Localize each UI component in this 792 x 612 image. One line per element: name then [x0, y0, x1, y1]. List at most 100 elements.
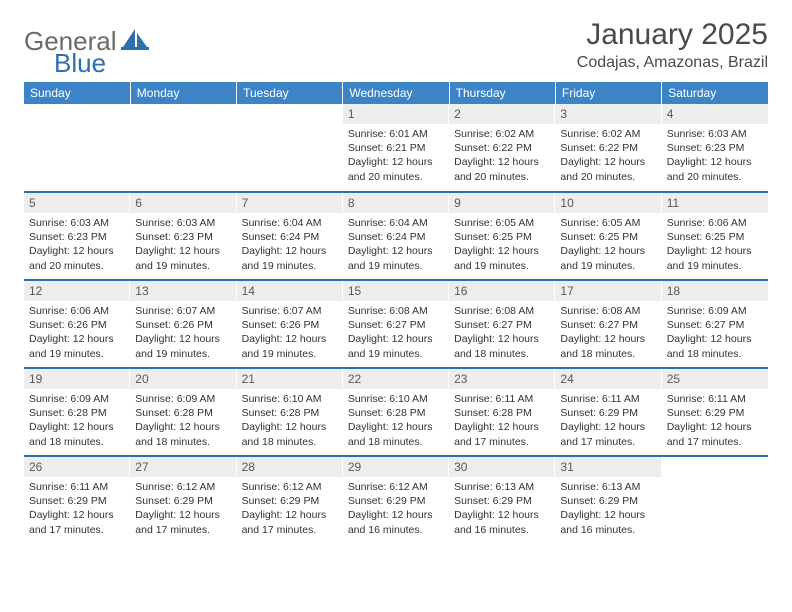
day-details: Sunrise: 6:07 AMSunset: 6:26 PMDaylight:…: [237, 301, 343, 366]
calendar-table: Sunday Monday Tuesday Wednesday Thursday…: [24, 82, 768, 544]
day-details: Sunrise: 6:11 AMSunset: 6:29 PMDaylight:…: [24, 477, 130, 542]
day-details: Sunrise: 6:12 AMSunset: 6:29 PMDaylight:…: [343, 477, 449, 542]
day-number: 11: [662, 193, 768, 213]
calendar-day-cell: 2Sunrise: 6:02 AMSunset: 6:22 PMDaylight…: [449, 104, 555, 192]
day-details: Sunrise: 6:03 AMSunset: 6:23 PMDaylight:…: [662, 124, 768, 189]
day-number: 4: [662, 104, 768, 124]
day-number: 6: [130, 193, 236, 213]
day-number: 14: [237, 281, 343, 301]
day-number: 24: [555, 369, 661, 389]
day-details: Sunrise: 6:08 AMSunset: 6:27 PMDaylight:…: [343, 301, 449, 366]
logo-sail-icon: [121, 27, 149, 56]
calendar-day-cell: 11Sunrise: 6:06 AMSunset: 6:25 PMDayligh…: [662, 192, 768, 280]
calendar-day-cell: 6Sunrise: 6:03 AMSunset: 6:23 PMDaylight…: [130, 192, 236, 280]
calendar-day-cell: [130, 104, 236, 192]
weekday-header: Tuesday: [237, 82, 343, 104]
weekday-header: Saturday: [662, 82, 768, 104]
calendar-week-row: 5Sunrise: 6:03 AMSunset: 6:23 PMDaylight…: [24, 192, 768, 280]
day-number: 8: [343, 193, 449, 213]
calendar-day-cell: 14Sunrise: 6:07 AMSunset: 6:26 PMDayligh…: [237, 280, 343, 368]
day-number: 16: [449, 281, 555, 301]
calendar-day-cell: 10Sunrise: 6:05 AMSunset: 6:25 PMDayligh…: [555, 192, 661, 280]
calendar-day-cell: 1Sunrise: 6:01 AMSunset: 6:21 PMDaylight…: [343, 104, 449, 192]
day-number: 25: [662, 369, 768, 389]
day-details: Sunrise: 6:09 AMSunset: 6:28 PMDaylight:…: [130, 389, 236, 454]
day-details: Sunrise: 6:07 AMSunset: 6:26 PMDaylight:…: [130, 301, 236, 366]
day-number: 10: [555, 193, 661, 213]
day-number: 5: [24, 193, 130, 213]
calendar-day-cell: 26Sunrise: 6:11 AMSunset: 6:29 PMDayligh…: [24, 456, 130, 544]
calendar-day-cell: 3Sunrise: 6:02 AMSunset: 6:22 PMDaylight…: [555, 104, 661, 192]
calendar-day-cell: 18Sunrise: 6:09 AMSunset: 6:27 PMDayligh…: [662, 280, 768, 368]
day-number: [130, 104, 236, 124]
day-details: Sunrise: 6:03 AMSunset: 6:23 PMDaylight:…: [130, 213, 236, 278]
calendar-day-cell: 24Sunrise: 6:11 AMSunset: 6:29 PMDayligh…: [555, 368, 661, 456]
calendar-day-cell: 30Sunrise: 6:13 AMSunset: 6:29 PMDayligh…: [449, 456, 555, 544]
day-number: 12: [24, 281, 130, 301]
calendar-day-cell: 8Sunrise: 6:04 AMSunset: 6:24 PMDaylight…: [343, 192, 449, 280]
calendar-week-row: 19Sunrise: 6:09 AMSunset: 6:28 PMDayligh…: [24, 368, 768, 456]
day-number: 20: [130, 369, 236, 389]
calendar-day-cell: [24, 104, 130, 192]
calendar-day-cell: 20Sunrise: 6:09 AMSunset: 6:28 PMDayligh…: [130, 368, 236, 456]
day-details: Sunrise: 6:09 AMSunset: 6:27 PMDaylight:…: [662, 301, 768, 366]
day-details: Sunrise: 6:03 AMSunset: 6:23 PMDaylight:…: [24, 213, 130, 278]
logo: General Blue: [24, 18, 149, 57]
day-number: 1: [343, 104, 449, 124]
day-number: [24, 104, 130, 124]
calendar-day-cell: [662, 456, 768, 544]
day-number: 3: [555, 104, 661, 124]
calendar-day-cell: 19Sunrise: 6:09 AMSunset: 6:28 PMDayligh…: [24, 368, 130, 456]
day-details: Sunrise: 6:10 AMSunset: 6:28 PMDaylight:…: [237, 389, 343, 454]
day-details: Sunrise: 6:11 AMSunset: 6:28 PMDaylight:…: [449, 389, 555, 454]
logo-text-blue: Blue: [54, 48, 106, 78]
calendar-day-cell: 27Sunrise: 6:12 AMSunset: 6:29 PMDayligh…: [130, 456, 236, 544]
day-details: Sunrise: 6:13 AMSunset: 6:29 PMDaylight:…: [449, 477, 555, 542]
calendar-day-cell: 31Sunrise: 6:13 AMSunset: 6:29 PMDayligh…: [555, 456, 661, 544]
calendar-day-cell: 15Sunrise: 6:08 AMSunset: 6:27 PMDayligh…: [343, 280, 449, 368]
calendar-day-cell: 9Sunrise: 6:05 AMSunset: 6:25 PMDaylight…: [449, 192, 555, 280]
calendar-day-cell: 25Sunrise: 6:11 AMSunset: 6:29 PMDayligh…: [662, 368, 768, 456]
weekday-header: Monday: [130, 82, 236, 104]
day-number: 7: [237, 193, 343, 213]
day-number: 23: [449, 369, 555, 389]
calendar-day-cell: 22Sunrise: 6:10 AMSunset: 6:28 PMDayligh…: [343, 368, 449, 456]
day-details: Sunrise: 6:01 AMSunset: 6:21 PMDaylight:…: [343, 124, 449, 189]
weekday-header: Wednesday: [343, 82, 449, 104]
day-details: Sunrise: 6:04 AMSunset: 6:24 PMDaylight:…: [343, 213, 449, 278]
day-details: Sunrise: 6:06 AMSunset: 6:26 PMDaylight:…: [24, 301, 130, 366]
calendar-day-cell: 21Sunrise: 6:10 AMSunset: 6:28 PMDayligh…: [237, 368, 343, 456]
location-text: Codajas, Amazonas, Brazil: [577, 54, 768, 72]
calendar-week-row: 1Sunrise: 6:01 AMSunset: 6:21 PMDaylight…: [24, 104, 768, 192]
header: General Blue January 2025 Codajas, Amazo…: [24, 18, 768, 72]
title-block: January 2025 Codajas, Amazonas, Brazil: [577, 18, 768, 72]
day-number: 21: [237, 369, 343, 389]
day-number: 2: [449, 104, 555, 124]
day-number: [662, 457, 768, 477]
day-details: Sunrise: 6:08 AMSunset: 6:27 PMDaylight:…: [449, 301, 555, 366]
calendar-week-row: 12Sunrise: 6:06 AMSunset: 6:26 PMDayligh…: [24, 280, 768, 368]
weekday-header-row: Sunday Monday Tuesday Wednesday Thursday…: [24, 82, 768, 104]
day-number: 27: [130, 457, 236, 477]
day-details: Sunrise: 6:12 AMSunset: 6:29 PMDaylight:…: [130, 477, 236, 542]
day-number: 22: [343, 369, 449, 389]
day-number: 28: [237, 457, 343, 477]
calendar-day-cell: 12Sunrise: 6:06 AMSunset: 6:26 PMDayligh…: [24, 280, 130, 368]
day-number: 13: [130, 281, 236, 301]
day-details: Sunrise: 6:11 AMSunset: 6:29 PMDaylight:…: [662, 389, 768, 454]
day-number: 19: [24, 369, 130, 389]
day-number: [237, 104, 343, 124]
calendar-day-cell: 7Sunrise: 6:04 AMSunset: 6:24 PMDaylight…: [237, 192, 343, 280]
calendar-day-cell: 28Sunrise: 6:12 AMSunset: 6:29 PMDayligh…: [237, 456, 343, 544]
calendar-day-cell: 29Sunrise: 6:12 AMSunset: 6:29 PMDayligh…: [343, 456, 449, 544]
day-number: 31: [555, 457, 661, 477]
day-details: Sunrise: 6:12 AMSunset: 6:29 PMDaylight:…: [237, 477, 343, 542]
day-details: Sunrise: 6:08 AMSunset: 6:27 PMDaylight:…: [555, 301, 661, 366]
weekday-header: Friday: [555, 82, 661, 104]
calendar-day-cell: [237, 104, 343, 192]
weekday-header: Thursday: [449, 82, 555, 104]
day-number: 18: [662, 281, 768, 301]
day-number: 17: [555, 281, 661, 301]
day-details: Sunrise: 6:02 AMSunset: 6:22 PMDaylight:…: [555, 124, 661, 189]
day-number: 9: [449, 193, 555, 213]
